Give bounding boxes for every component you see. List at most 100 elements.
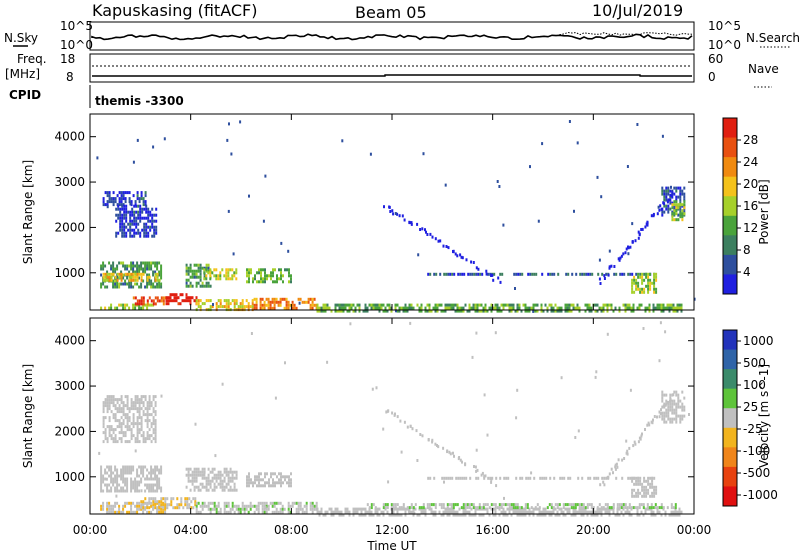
power-colorbar-segment <box>723 196 737 217</box>
freq-left-tick-low: 8 <box>66 70 74 84</box>
power-echo-arc <box>383 205 502 284</box>
noise-left-tick-high: 10^5 <box>60 19 93 33</box>
noise-panel-frame <box>89 21 695 51</box>
power-colorbar-tick-label: 20 <box>743 177 758 191</box>
time-tick-label: 16:00 <box>475 523 510 537</box>
power-stray-points <box>96 120 696 313</box>
velocity-colorbar-segment <box>723 369 737 390</box>
power-colorbar-tick-label: 28 <box>743 133 758 147</box>
cpid-value: themis -3300 <box>95 94 184 108</box>
velocity-panel: 1000 2000 3000 4000 Slant Range [km] 1000 50… <box>21 317 778 517</box>
velocity-region <box>246 472 292 488</box>
velocity-region <box>631 476 658 498</box>
freq-right-tick-high: 60 <box>708 52 723 66</box>
velocity-colorbar-segment <box>723 486 737 507</box>
velocity-colorbar-segment <box>723 447 737 468</box>
velocity-region <box>100 465 163 493</box>
time-tick-label: 20:00 <box>576 523 611 537</box>
velocity-y-label: Slant Range [km] <box>21 364 35 468</box>
power-region <box>185 263 212 288</box>
noise-left-tick-low: 10^0 <box>60 38 93 52</box>
power-region <box>427 272 656 276</box>
velocity-y-tick-label: 2000 <box>54 424 85 438</box>
power-y-label: Slant Range [km] <box>21 160 35 264</box>
freq-panel-frame <box>89 53 695 83</box>
power-colorbar: 4 8 12 16 20 24 28 <box>722 117 758 295</box>
velocity-colorbar-segment <box>723 408 737 429</box>
velocity-colorbar-tick-label: 500 <box>743 356 766 370</box>
velocity-y-axis: 1000 2000 3000 4000 <box>54 334 694 484</box>
cpid-panel: CPID themis -3300 <box>9 85 184 108</box>
velocity-colorbar-label: Velocity [m s^-1] <box>757 364 771 468</box>
power-region <box>203 268 238 281</box>
velocity-colorbar-tick-label: 100 <box>743 378 766 392</box>
velocity-region <box>366 503 677 510</box>
noise-right-tick-high: 10^5 <box>708 19 741 33</box>
power-region <box>115 204 158 238</box>
power-colorbar-segment <box>723 157 737 178</box>
freq-right-tick-low: 0 <box>708 70 716 84</box>
beam-label: Beam 05 <box>355 3 427 22</box>
velocity-region <box>661 390 686 424</box>
velocity-echo-arc <box>385 409 498 488</box>
power-colorbar-tick-label: 8 <box>743 243 751 257</box>
power-y-tick-label: 2000 <box>54 220 85 234</box>
power-region <box>631 272 658 294</box>
velocity-stray-points <box>98 321 690 515</box>
power-y-tick-label: 1000 <box>54 266 85 280</box>
time-tick-label: 08:00 <box>274 523 309 537</box>
power-colorbar-tick-label: 12 <box>743 221 758 235</box>
freq-panel: Freq. [MHz] 18 8 60 0 Nave <box>5 52 779 88</box>
power-y-tick-label: 3000 <box>54 175 85 189</box>
power-colorbar-segment <box>723 215 737 236</box>
power-colorbar-tick-label: 24 <box>743 155 758 169</box>
freq-label-line2: [MHz] <box>5 67 40 81</box>
freq-left-tick-high: 18 <box>60 52 75 66</box>
velocity-region <box>427 476 656 480</box>
velocity-colorbar-tick-label: -25 <box>743 422 763 436</box>
power-y-tick-label: 4000 <box>54 130 85 144</box>
power-colorbar-tick-label: 16 <box>743 199 758 213</box>
power-colorbar-segment <box>723 176 737 197</box>
power-colorbar-segment <box>723 274 737 295</box>
power-echo-arc <box>598 190 674 285</box>
power-region <box>671 200 686 222</box>
power-region <box>102 272 161 282</box>
freq-label-line1: Freq. <box>17 52 47 66</box>
power-colorbar-label: Power [dB] <box>757 179 771 244</box>
date-label: 10/Jul/2019 <box>592 1 683 20</box>
velocity-region <box>102 395 157 444</box>
time-axis-label: Time UT <box>366 539 417 553</box>
velocity-colorbar-segment <box>723 388 737 409</box>
time-tick-label: 04:00 <box>173 523 208 537</box>
power-region <box>102 191 147 207</box>
power-colorbar-segment <box>723 137 737 158</box>
velocity-colorbar-segment <box>723 330 737 351</box>
velocity-colorbar-tick-label: -1000 <box>743 488 778 502</box>
nave-label: Nave <box>748 62 779 76</box>
velocity-colorbar: 1000 500 100 25 -25 -100 -500 -1000 <box>722 329 778 507</box>
velocity-echo-arc <box>599 393 675 487</box>
noise-search-label: N.Search <box>746 31 800 45</box>
noise-right-tick-low: 10^0 <box>708 38 741 52</box>
velocity-region <box>185 467 238 492</box>
noise-sky-trace <box>91 33 693 41</box>
velocity-region <box>140 497 197 510</box>
power-colorbar-tick-label: 4 <box>743 265 751 279</box>
power-colorbar-segment <box>723 235 737 256</box>
power-panel: 1000 2000 3000 4000 Slant Range [km] 4 8 12 16… <box>21 113 771 313</box>
cpid-label: CPID <box>9 88 41 102</box>
velocity-colorbar-segment <box>723 349 737 370</box>
velocity-y-tick-label: 1000 <box>54 470 85 484</box>
velocity-data-layer <box>98 321 690 517</box>
power-colorbar-segment <box>723 118 737 139</box>
time-axis: 00:00 04:00 08:00 12:00 16:00 20:00 00:00 <box>73 114 711 537</box>
power-region <box>246 268 292 284</box>
power-colorbar-segment <box>723 254 737 275</box>
velocity-colorbar-segment <box>723 427 737 448</box>
noise-panel: N.Sky 10^5 10^0 10^5 10^0 N.Search <box>4 19 800 52</box>
noise-search-trace <box>559 31 693 36</box>
velocity-colorbar-tick-label: 1000 <box>743 334 774 348</box>
time-tick-label: 00:00 <box>73 523 108 537</box>
